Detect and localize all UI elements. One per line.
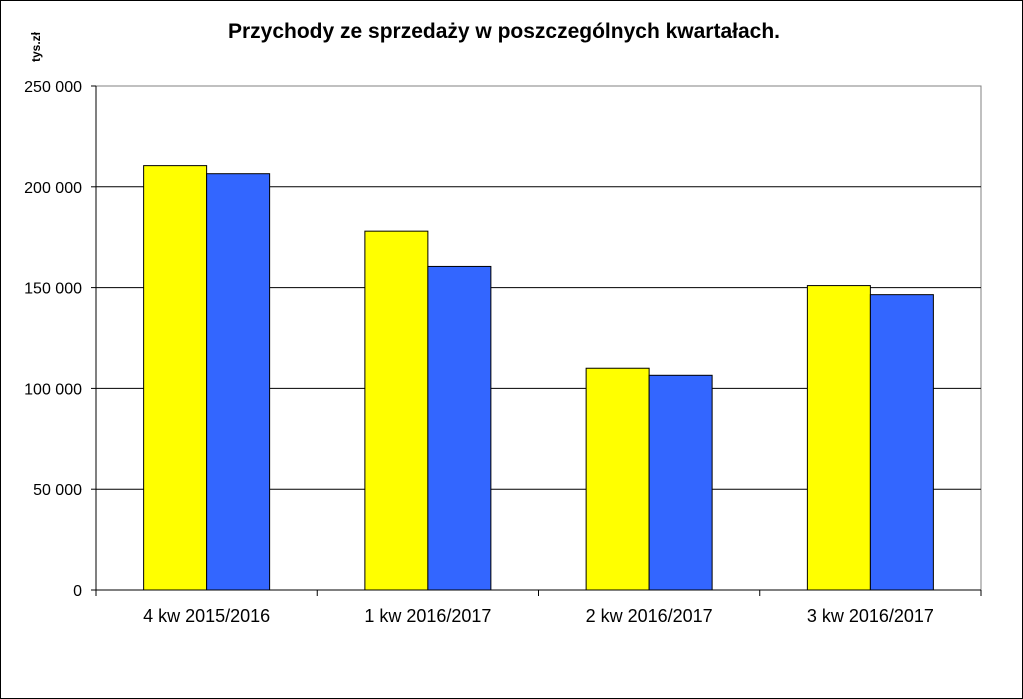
bar-series-1-1	[143, 165, 208, 591]
x-tick-labels: 4 kw 2015/2016 1 kw 2016/2017 2 kw 2016/20…	[143, 606, 934, 626]
x-tick-label: 4 kw 2015/2016	[143, 606, 270, 626]
bar-series-2-1	[206, 173, 271, 591]
chart-title: Przychody ze sprzedaży w poszczególnych …	[228, 20, 780, 43]
y-tick-label: 200 000	[24, 180, 82, 197]
y-tick-label: 150 000	[24, 281, 82, 298]
bar-series-2-4	[869, 294, 934, 591]
y-tick-label: 50 000	[33, 482, 82, 499]
y-tick-label: 250 000	[24, 79, 82, 96]
y-axis-unit-label: tys.zł	[29, 31, 43, 62]
y-tick-label: 0	[73, 583, 82, 600]
bar-series-2-2	[427, 265, 492, 591]
bars	[143, 165, 934, 591]
y-tick-label: 100 000	[24, 381, 82, 398]
bar-series-1-2	[364, 230, 429, 591]
x-tick-label: 1 kw 2016/2017	[364, 606, 491, 626]
bar-series-1-3	[585, 367, 650, 591]
x-tick-label: 2 kw 2016/2017	[586, 606, 713, 626]
y-tick-labels: 0 50 000 100 000 150 000 200 000 250 000	[24, 79, 82, 600]
x-tick-label: 3 kw 2016/2017	[807, 606, 934, 626]
axes	[91, 85, 982, 596]
bar-series-2-3	[648, 374, 713, 591]
bar-series-1-4	[806, 285, 871, 591]
